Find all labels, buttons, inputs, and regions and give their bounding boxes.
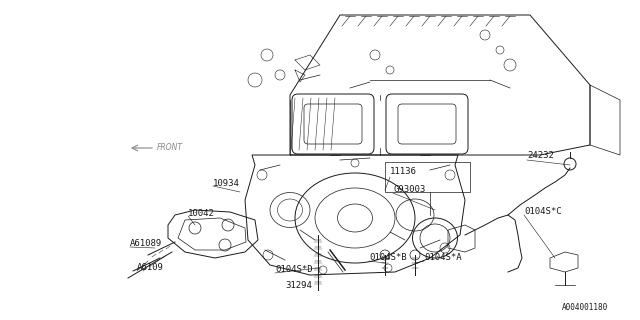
Text: A6109: A6109: [137, 263, 164, 273]
Text: 0104S*D: 0104S*D: [275, 266, 312, 275]
Text: 24232: 24232: [527, 150, 554, 159]
Text: 10042: 10042: [188, 209, 215, 218]
Text: FRONT: FRONT: [157, 142, 183, 151]
Text: A61089: A61089: [130, 239, 163, 249]
Text: 10934: 10934: [213, 179, 240, 188]
Text: 11136: 11136: [390, 167, 417, 177]
Text: 31294: 31294: [285, 282, 312, 291]
Text: 0104S*B: 0104S*B: [369, 253, 406, 262]
Text: G93003: G93003: [393, 186, 425, 195]
Text: 0104S*C: 0104S*C: [524, 207, 562, 217]
Bar: [385, 162, 470, 192]
Text: A004001180: A004001180: [562, 302, 608, 311]
Text: 0104S*A: 0104S*A: [424, 253, 461, 262]
